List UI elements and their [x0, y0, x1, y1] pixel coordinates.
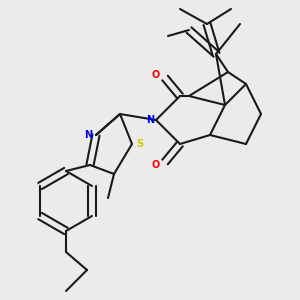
Text: N: N: [84, 130, 93, 140]
Text: N: N: [146, 115, 154, 125]
Text: S: S: [136, 139, 143, 149]
Text: O: O: [152, 70, 160, 80]
Text: O: O: [152, 160, 160, 170]
